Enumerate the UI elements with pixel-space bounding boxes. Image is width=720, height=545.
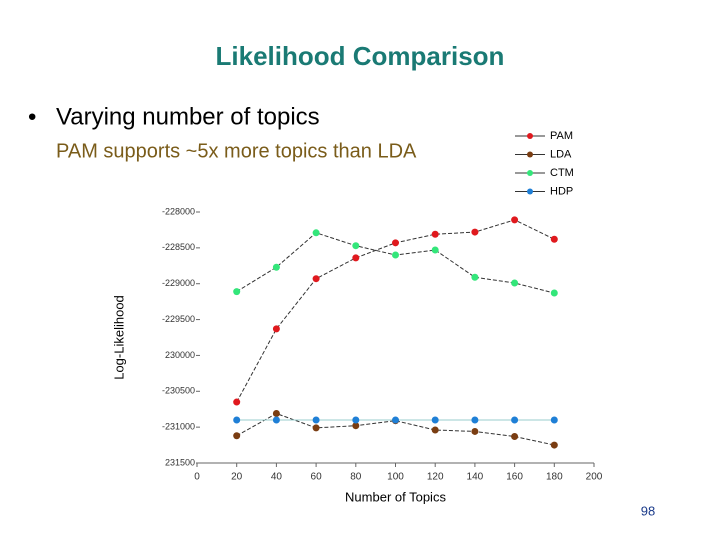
x-tick-label: 100 <box>387 472 404 483</box>
y-tick-label: -228500 <box>162 242 195 252</box>
data-point <box>392 251 399 259</box>
x-tick-label: 0 <box>194 472 200 483</box>
x-tick-label: 180 <box>546 472 563 483</box>
data-point <box>352 416 360 424</box>
y-tick-label: -229500 <box>162 314 195 324</box>
data-point <box>431 426 439 434</box>
bullet-sub: PAM supports ~5x more topics than LDA <box>56 140 417 162</box>
x-tick-label: 140 <box>467 472 484 483</box>
data-point <box>392 239 399 247</box>
y-axis-label: Log-Likelihood <box>111 295 126 380</box>
x-axis-label: Number of Topics <box>345 489 446 504</box>
legend-label: LDA <box>550 148 572 160</box>
x-tick-label: 60 <box>311 472 323 483</box>
data-point <box>511 216 519 224</box>
data-point <box>352 422 360 430</box>
legend-marker <box>527 151 533 158</box>
x-tick-label: 40 <box>271 472 283 483</box>
data-point <box>550 441 558 449</box>
slide-title: Likelihood Comparison <box>216 41 505 71</box>
data-point <box>233 432 241 440</box>
data-point <box>352 242 360 250</box>
y-tick-label: -229000 <box>162 278 195 288</box>
data-point <box>272 263 280 271</box>
data-point <box>550 235 558 243</box>
y-tick-label: 231500 <box>165 457 195 467</box>
data-point <box>312 416 320 424</box>
data-point <box>511 416 519 424</box>
bullet-main: Varying number of topics <box>56 103 320 130</box>
y-tick-label: 230000 <box>165 350 195 360</box>
bullet-dot: • <box>28 103 36 130</box>
data-point <box>352 254 360 262</box>
data-point <box>511 432 519 440</box>
data-point <box>272 416 280 424</box>
data-point <box>550 289 558 297</box>
data-point <box>431 416 439 424</box>
data-point <box>312 424 320 432</box>
legend-label: PAM <box>550 130 573 142</box>
data-point <box>272 325 280 333</box>
y-tick-label: -230500 <box>162 386 195 396</box>
x-tick-label: 200 <box>586 472 603 483</box>
x-tick-label: 120 <box>427 472 444 483</box>
x-tick-label: 160 <box>506 472 523 483</box>
data-point <box>431 246 439 254</box>
data-point <box>471 427 479 435</box>
data-point <box>272 410 280 418</box>
x-tick-label: 80 <box>350 472 362 483</box>
page-number: 98 <box>641 503 655 518</box>
data-point <box>471 228 479 236</box>
data-point <box>511 279 519 287</box>
data-point <box>233 398 241 406</box>
legend-marker <box>527 170 533 176</box>
y-tick-label: -231000 <box>162 422 195 432</box>
data-point <box>233 416 241 424</box>
data-point <box>233 288 241 296</box>
legend-label: CTM <box>550 167 574 179</box>
x-tick-label: 20 <box>231 472 243 483</box>
data-point <box>312 275 320 283</box>
data-point <box>312 229 320 237</box>
series-line <box>236 219 555 403</box>
legend-marker <box>527 133 533 139</box>
legend-label: HDP <box>550 185 573 197</box>
legend-marker <box>527 188 533 195</box>
data-point <box>471 416 479 424</box>
data-point <box>431 230 439 238</box>
y-tick-label: -228000 <box>162 206 195 216</box>
data-point <box>471 273 479 281</box>
data-point <box>392 416 399 424</box>
data-point <box>550 416 558 424</box>
